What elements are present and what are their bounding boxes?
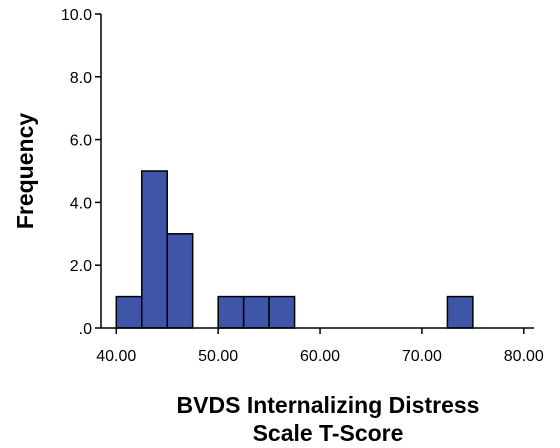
y-tick-label-3: 6.0: [70, 133, 92, 150]
histogram-bar-0: [115, 295, 143, 329]
y-axis-title: Frequency: [12, 113, 38, 230]
histogram-bar-4: [242, 295, 270, 329]
x-tick-label-4: 80.00: [504, 348, 544, 365]
x-tick-label-3: 70.00: [402, 348, 442, 365]
x-tick-label-2: 60.00: [300, 348, 340, 365]
y-ticks-group: .0 2.0 4.0 6.0 8.0 10.0: [61, 7, 101, 338]
histogram-bar-1: [141, 170, 168, 329]
x-ticks-group: 40.00 50.00 60.00 70.00 80.00: [96, 328, 544, 365]
histogram-bar-6: [446, 295, 474, 329]
histogram-bar-3: [217, 295, 245, 329]
histogram-bar-2: [166, 233, 194, 329]
x-axis-title-line-2: Scale T-Score: [253, 420, 404, 446]
y-tick-label-4: 8.0: [70, 70, 92, 87]
axes-group: [100, 14, 534, 329]
histogram-bar-5: [268, 295, 296, 329]
y-tick-label-1: 2.0: [70, 258, 92, 275]
bars-group: [115, 170, 474, 329]
x-tick-label-0: 40.00: [96, 348, 136, 365]
y-tick-label-2: 4.0: [70, 195, 92, 212]
y-tick-label-5: 10.0: [61, 7, 92, 24]
y-tick-label-0: .0: [79, 321, 92, 338]
x-tick-label-1: 50.00: [198, 348, 238, 365]
x-axis-title-line-1: BVDS Internalizing Distress: [177, 392, 480, 418]
